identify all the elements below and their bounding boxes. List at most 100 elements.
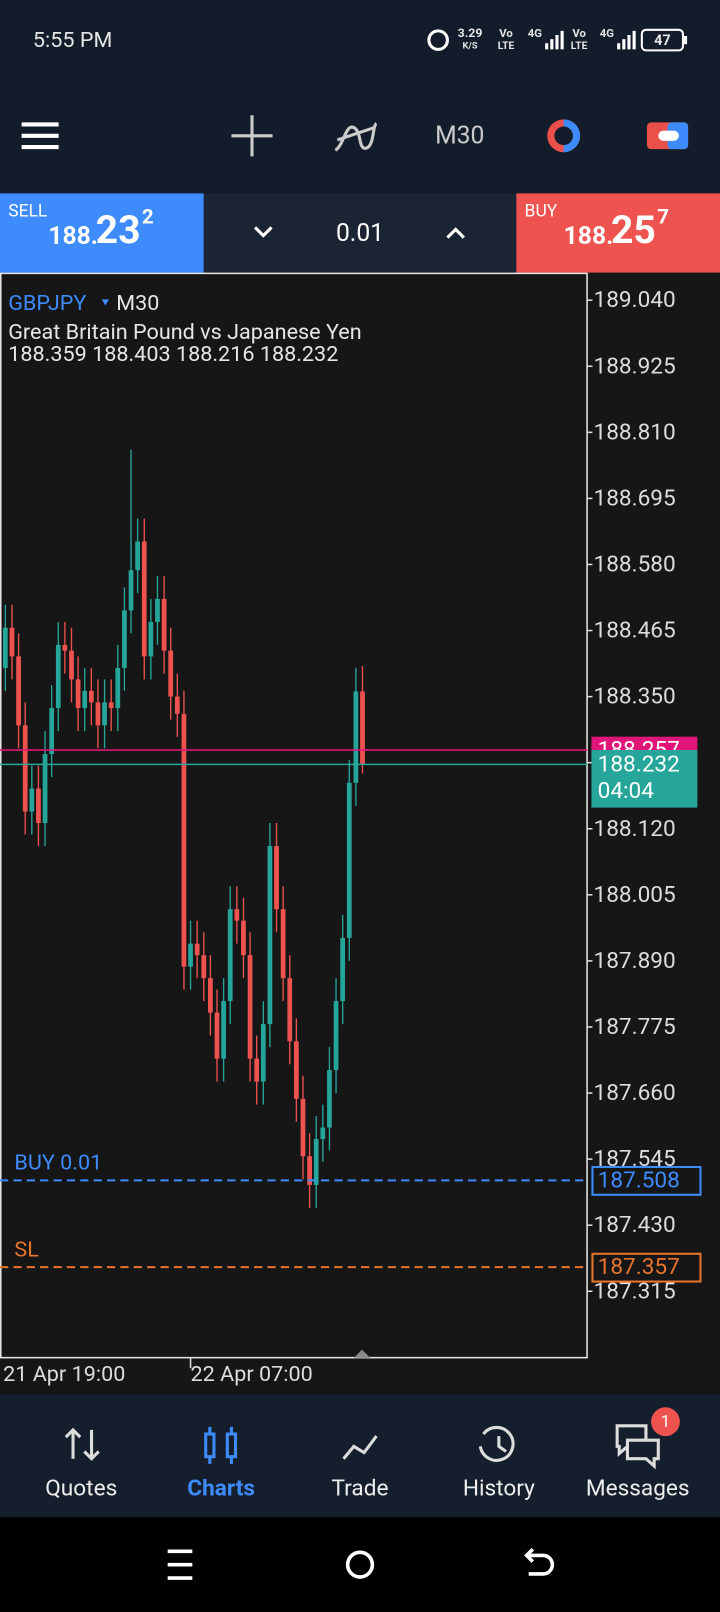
candle-body (42, 754, 48, 824)
net-type: 4G (528, 27, 542, 40)
y-tick-label: 188.580 (593, 550, 675, 577)
candle-body (346, 782, 352, 938)
y-tick-label: 187.430 (593, 1211, 675, 1238)
candle-body (208, 978, 213, 1013)
menu-icon[interactable] (21, 122, 59, 150)
candle-body (62, 644, 68, 651)
sell-background[interactable] (0, 193, 204, 273)
battery-icon (640, 28, 684, 52)
history-arc[interactable] (478, 1425, 515, 1462)
bid-timer: 04:04 (598, 777, 655, 804)
recents-button[interactable] (167, 1549, 193, 1580)
clock-button[interactable] (547, 119, 581, 153)
messages-icon[interactable] (615, 1424, 648, 1457)
battery-tip (684, 36, 688, 45)
candle-body (128, 570, 134, 611)
charts-icon[interactable] (204, 1426, 238, 1464)
y-tick-label: 188.465 (593, 617, 675, 644)
y-tick-label: 187.775 (593, 1013, 675, 1040)
y-tick-label: 188.005 (593, 881, 675, 908)
y-tick-label: 187.660 (593, 1079, 675, 1106)
order-value-box (591, 1252, 702, 1283)
candle-body (327, 1070, 332, 1128)
nav-label[interactable]: History (463, 1475, 535, 1502)
net-speed: 3.29 (458, 27, 483, 41)
trade-icon-center[interactable] (658, 130, 679, 141)
history-icon[interactable] (478, 1425, 515, 1462)
lot-increase[interactable] (446, 227, 465, 239)
candle-body (168, 650, 174, 697)
trade-icon[interactable] (342, 1435, 378, 1460)
signal-icon (545, 30, 564, 50)
y-tick-label: 188.925 (593, 352, 675, 379)
candle-body (260, 1024, 266, 1082)
net-type: 4G (600, 27, 614, 40)
scroll-handle[interactable] (353, 1349, 371, 1358)
bid-label: 188.232 (598, 750, 680, 777)
lot-decrease[interactable] (253, 226, 273, 238)
app-header (0, 0, 720, 194)
system-nav (0, 1517, 720, 1612)
crosshair-button[interactable] (231, 115, 273, 157)
candle-body (320, 1127, 326, 1140)
buy-price-big: 25 (611, 207, 656, 253)
buy-button[interactable]: BUY 188. 25 7 (516, 193, 720, 273)
candle-body (69, 650, 74, 680)
nav-label[interactable]: Trade (332, 1475, 389, 1502)
candle-body (122, 610, 127, 668)
volte: Vo (499, 27, 513, 40)
messages-icon-back[interactable] (625, 1438, 660, 1470)
candle-body (227, 909, 233, 1002)
candle-body (174, 696, 180, 714)
candle-body (241, 920, 246, 956)
symbol[interactable]: GBPJPY (8, 291, 86, 316)
candle-body (267, 845, 273, 1025)
bottom-nav (0, 1393, 720, 1518)
order-value-box (591, 1165, 702, 1196)
nav-label[interactable]: Charts (187, 1475, 255, 1502)
candle-body (16, 656, 21, 726)
candle-body (287, 978, 293, 1042)
candle-body (36, 788, 41, 824)
timeframe-button[interactable]: M30 (435, 121, 484, 150)
order-value: 187.357 (598, 1253, 680, 1280)
quotes-icon[interactable] (64, 1427, 100, 1461)
nav-label[interactable]: Messages (586, 1475, 690, 1502)
history-hands[interactable] (497, 1436, 507, 1453)
menu-button[interactable] (21, 122, 59, 150)
back-button[interactable] (524, 1547, 555, 1576)
wick-icon[interactable] (208, 1426, 233, 1464)
home-button[interactable] (345, 1550, 375, 1579)
bid-label-box (591, 750, 698, 808)
trade-button[interactable] (646, 122, 689, 150)
x-tick-label: 22 Apr 07:00 (191, 1362, 313, 1387)
nav-items[interactable]: 1 Quotes Charts Trade History Messages (45, 1407, 690, 1502)
sell-price-small: 188. (48, 222, 98, 251)
clock-icon-center[interactable] (554, 126, 573, 146)
candle-body (247, 955, 253, 1059)
buy-background[interactable] (516, 193, 720, 273)
ohlc-close: 188.232 (260, 342, 339, 367)
sell-button[interactable]: SELL 188. 23 2 (0, 193, 204, 273)
candle-body (274, 845, 279, 910)
candle-body (95, 702, 101, 726)
candle-body (141, 541, 147, 657)
net-speed-unit: K/S (463, 41, 478, 52)
candle-body (280, 909, 286, 979)
x-tick-label: 21 Apr 19:00 (3, 1362, 125, 1387)
indicators-button[interactable] (334, 122, 378, 152)
candle-body (201, 955, 207, 979)
candle-body (2, 627, 8, 668)
lot-size[interactable]: 0.01 (336, 219, 384, 248)
symbol-dropdown[interactable] (101, 299, 110, 306)
chart: 189.040 188.925 188.810 188.695 188.580 188.4… (0, 286, 702, 1387)
candle-body (155, 598, 160, 622)
candle-body (188, 943, 193, 967)
nav-label[interactable]: Quotes (45, 1475, 117, 1502)
candle-body (214, 1012, 220, 1059)
candle-body (313, 1139, 319, 1185)
candle-body (82, 690, 88, 709)
ohlc-low: 188.216 (176, 342, 255, 367)
